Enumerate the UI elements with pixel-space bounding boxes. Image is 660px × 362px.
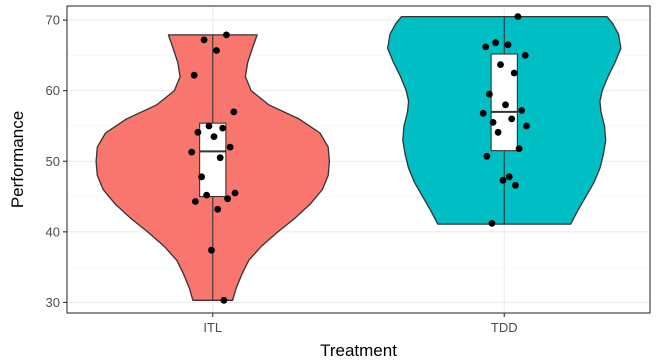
data-point [230,108,238,116]
data-point [231,189,239,197]
data-point [223,31,230,39]
data-point [515,145,523,153]
panel-border [66,5,651,314]
data-point [508,115,516,123]
y-axis: 30 40 50 60 70 [46,13,67,310]
data-point [505,173,513,181]
x-tick-label: ITL [203,320,222,335]
data-point [208,246,215,254]
data-point [224,195,232,203]
data-point [521,52,529,59]
data-point [192,198,199,205]
y-tick-label: 50 [46,154,60,169]
data-point [220,296,228,304]
data-point [203,191,211,199]
y-tick-label: 40 [46,224,60,239]
data-point [216,154,224,162]
data-point [190,71,198,79]
data-point [210,133,218,141]
data-point [194,128,202,136]
y-axis-title: Performance [8,111,27,208]
y-tick-label: 60 [46,83,60,98]
data-point [492,39,499,47]
data-point [514,13,522,20]
data-point [497,61,504,68]
data-point [499,176,507,184]
data-point [512,181,519,189]
data-point [504,41,512,49]
points-layer [188,13,530,304]
x-tick-label: TDD [491,320,518,335]
data-point [489,119,497,126]
data-point [502,101,509,109]
y-tick-label: 70 [46,13,60,28]
data-point [198,173,206,181]
data-point [213,47,220,54]
data-point [494,128,502,136]
data-point [188,148,196,156]
x-axis-title: Treatment [320,341,397,360]
data-point [488,220,496,227]
x-axis: ITL TDD [203,313,518,335]
data-point [486,90,493,98]
data-point [482,43,490,51]
y-tick-label: 30 [46,295,60,310]
data-point [205,122,213,130]
data-point [479,109,487,117]
data-point [518,107,525,114]
data-point [214,205,222,213]
data-point [510,69,518,77]
data-point [483,152,491,160]
data-point [219,124,227,132]
data-point [226,143,234,151]
data-point [200,36,208,44]
data-point [523,122,530,130]
